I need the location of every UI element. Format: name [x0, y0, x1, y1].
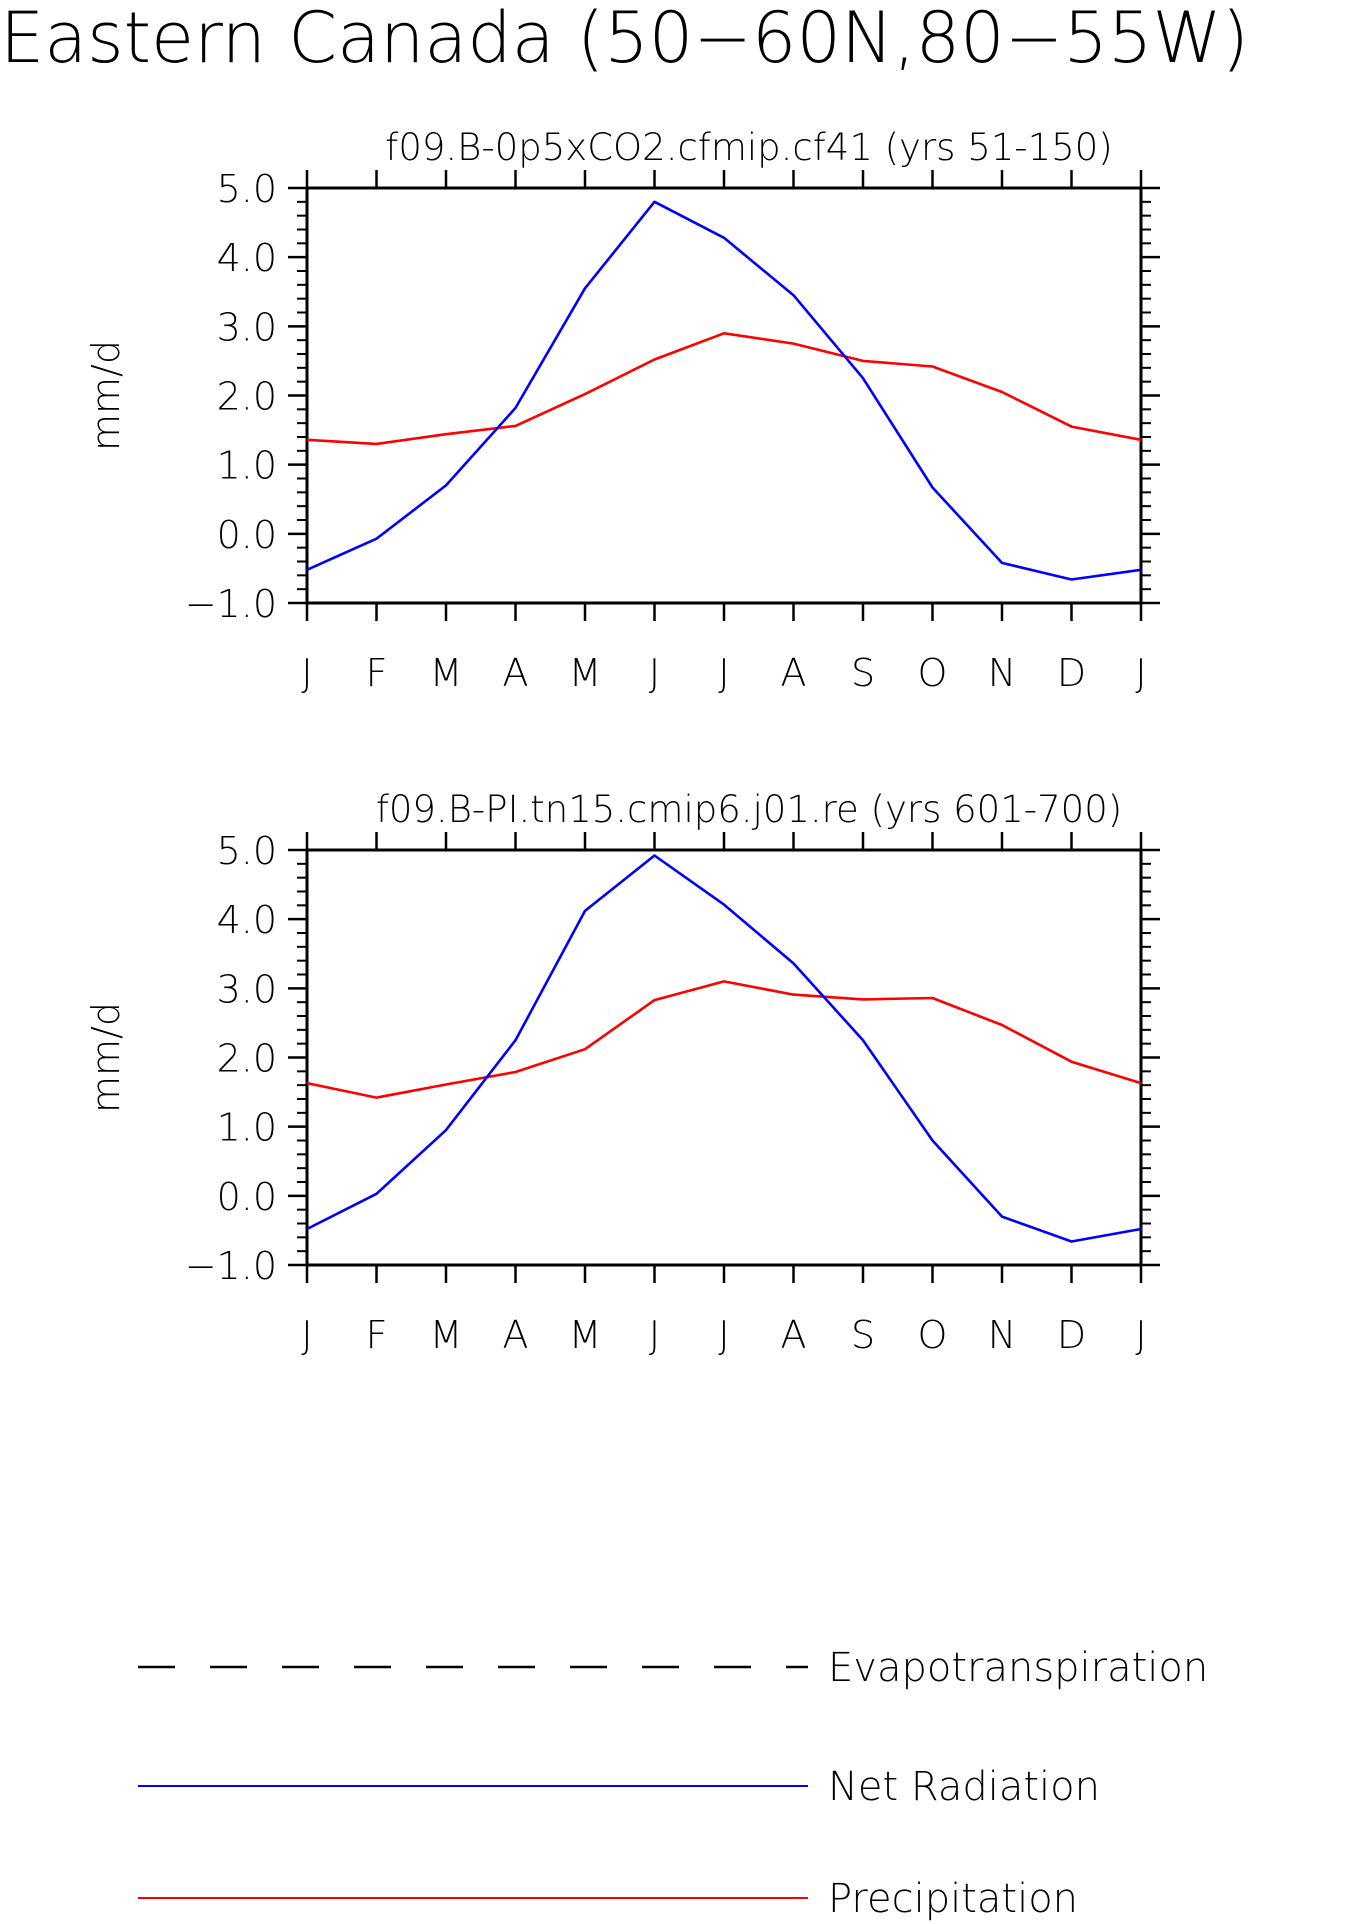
- y-tick-label: 3.0: [217, 305, 277, 349]
- y-tick-label: 5.0: [217, 167, 277, 211]
- x-tick-label: F: [366, 1313, 388, 1357]
- y-tick-label: 5.0: [217, 829, 277, 873]
- x-tick-label: S: [851, 1313, 875, 1357]
- x-tick-label: J: [1135, 651, 1146, 695]
- y-tick-label: 2.0: [217, 375, 277, 419]
- x-tick-label: A: [781, 1313, 807, 1357]
- x-tick-label: A: [781, 651, 807, 695]
- x-tick-label: D: [1057, 1313, 1086, 1357]
- chart-panel-top: f09.B-0p5xCO2.cfmip.cf41 (yrs 51-150) mm/…: [84, 126, 1160, 695]
- series-line-precipitation: [306, 980, 1142, 1099]
- x-tick-label: A: [503, 651, 529, 695]
- x-tick-label: S: [851, 651, 875, 695]
- y-axis-label: mm/d: [84, 340, 128, 451]
- x-tick-label: M: [430, 651, 463, 695]
- x-tick-label: A: [503, 1313, 529, 1357]
- legend-label: Net Radiation: [828, 1764, 1100, 1810]
- x-tick-label: O: [918, 1313, 948, 1357]
- y-tick-label: −1.0: [185, 582, 277, 626]
- x-tick-label: N: [988, 651, 1016, 695]
- x-tick-label: N: [988, 1313, 1016, 1357]
- y-tick-label: 0.0: [217, 513, 277, 557]
- y-tick-label: 0.0: [217, 1175, 277, 1219]
- y-tick-label: 1.0: [217, 444, 277, 488]
- x-tick-label: J: [649, 651, 660, 695]
- x-tick-label: F: [366, 651, 388, 695]
- y-axis-label: mm/d: [84, 1002, 128, 1113]
- x-tick-label: M: [569, 651, 602, 695]
- x-tick-label: O: [918, 651, 948, 695]
- x-tick-label: D: [1057, 651, 1086, 695]
- x-tick-label: M: [569, 1313, 602, 1357]
- x-tick-label: J: [718, 1313, 729, 1357]
- series-line-net-radiation: [306, 200, 1142, 581]
- x-tick-label: J: [301, 1313, 312, 1357]
- chart-title: f09.B-0p5xCO2.cfmip.cf41 (yrs 51-150): [385, 126, 1112, 169]
- y-tick-label: 2.0: [217, 1037, 277, 1081]
- x-tick-label: J: [649, 1313, 660, 1357]
- legend-label: Precipitation: [828, 1876, 1078, 1922]
- x-tick-label: M: [430, 1313, 463, 1357]
- x-tick-label: J: [1135, 1313, 1146, 1357]
- y-tick-label: 4.0: [217, 898, 277, 942]
- x-tick-label: J: [301, 651, 312, 695]
- series-line-precipitation: [306, 331, 1142, 446]
- y-tick-label: −1.0: [185, 1244, 277, 1288]
- series-line-net-radiation: [306, 854, 1142, 1243]
- plot-frame: [305, 186, 1143, 605]
- y-tick-label: 3.0: [217, 967, 277, 1011]
- y-tick-label: 1.0: [217, 1106, 277, 1150]
- chart-title: f09.B-PI.tn15.cmip6.j01.re (yrs 601-700): [376, 788, 1122, 831]
- legend: Evapotranspiration Net Radiation Precipita…: [138, 1645, 1208, 1922]
- x-tick-label: J: [718, 651, 729, 695]
- y-tick-label: 4.0: [217, 236, 277, 280]
- page-title: Eastern Canada (50−60N,80−55W): [0, 0, 1249, 79]
- plot-frame: [305, 848, 1143, 1267]
- chart-panel-bottom: f09.B-PI.tn15.cmip6.j01.re (yrs 601-700)…: [84, 788, 1160, 1357]
- legend-label: Evapotranspiration: [828, 1645, 1208, 1691]
